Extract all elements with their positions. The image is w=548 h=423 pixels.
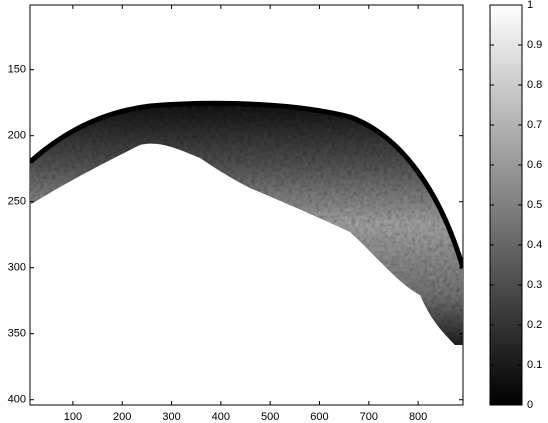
colorbar-tick-label: 1 [527,0,533,11]
x-tick-label: 400 [212,411,230,423]
y-tick-label: 250 [8,196,26,208]
colorbar-tick-label: 0.2 [527,319,542,331]
colorbar-tick-label: 0.1 [527,359,542,371]
colorbar-tick-label: 0.7 [527,119,542,131]
colorbar-tick-label: 0.9 [527,39,542,51]
x-tick-label: 700 [360,411,378,423]
tissue-band [30,103,463,346]
colorbar-tick-label: 0.3 [527,279,542,291]
x-tick-label: 800 [409,411,427,423]
colorbar-tick-label: 0.6 [527,159,542,171]
colorbar-tick-label: 0.5 [527,199,542,211]
y-tick-label: 300 [8,262,26,274]
x-tick-label: 100 [64,411,82,423]
y-tick-label: 150 [8,64,26,76]
x-tick-label: 500 [261,411,279,423]
x-tick-label: 200 [113,411,131,423]
x-tick-label: 300 [162,411,180,423]
colorbar-tick-label: 0 [527,399,533,411]
y-tick-label: 350 [8,328,26,340]
image [30,100,463,346]
colorbar-tick-label: 0.8 [527,79,542,91]
tissue-edge [30,100,463,269]
colorbar [489,4,523,406]
y-tick-label: 400 [8,394,26,406]
colorbar-tick-label: 0.4 [527,239,542,251]
x-tick-label: 600 [310,411,328,423]
y-tick-label: 200 [8,130,26,142]
